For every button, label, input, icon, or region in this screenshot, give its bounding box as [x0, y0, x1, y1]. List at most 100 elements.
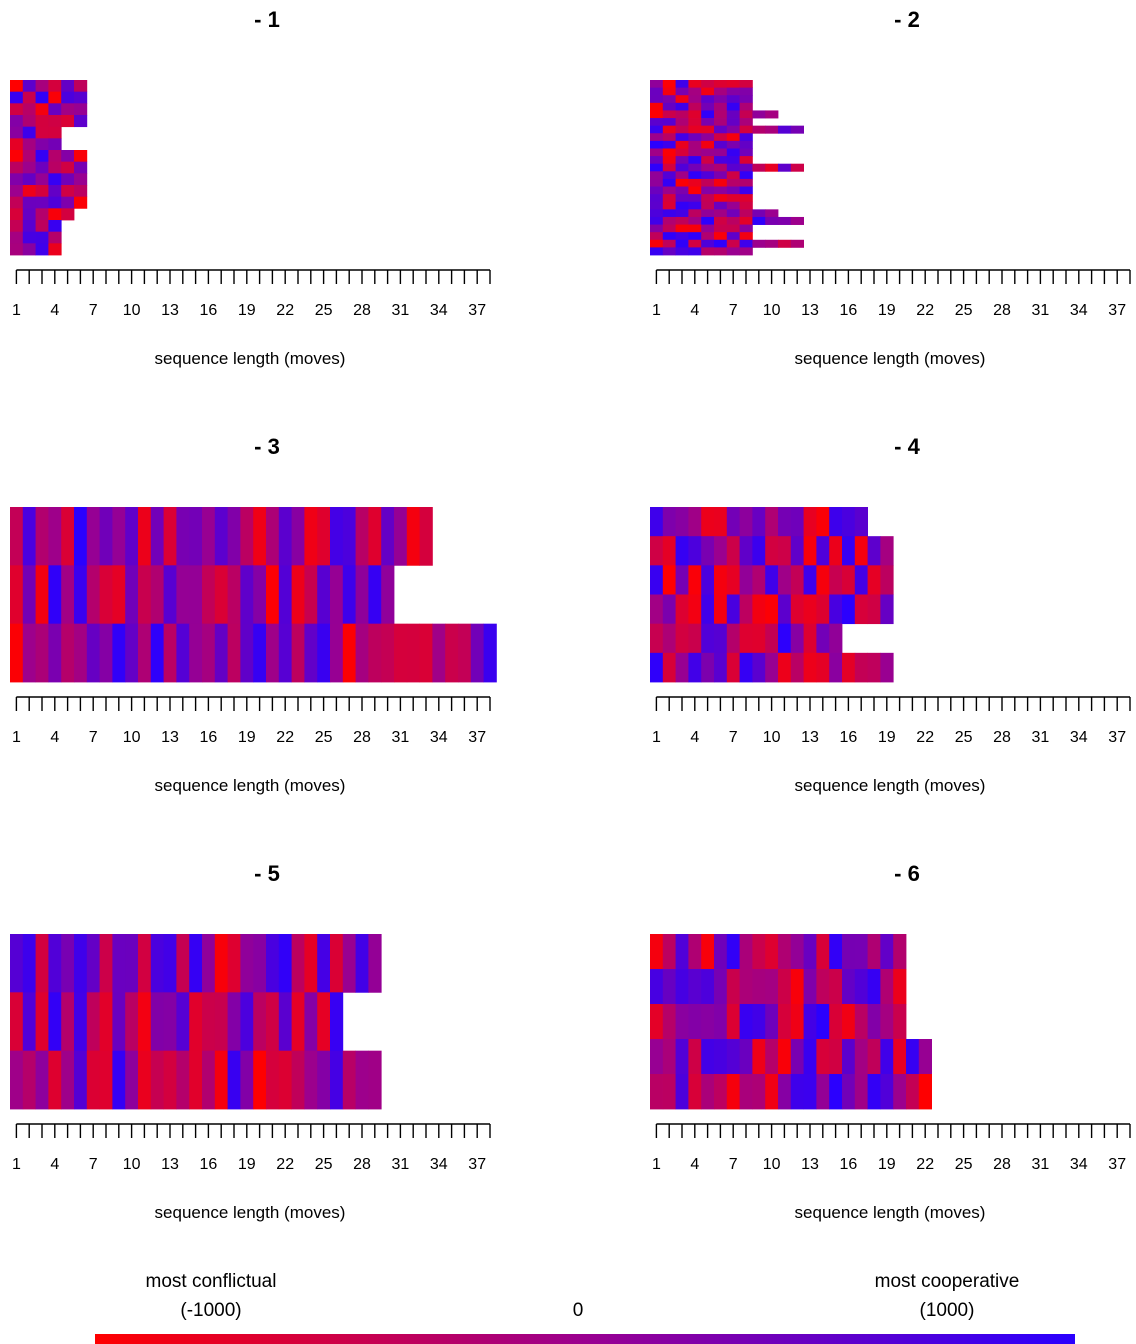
heatmap-cell: [688, 623, 702, 654]
heatmap-cell: [662, 186, 676, 195]
heatmap-cell: [662, 87, 676, 96]
heatmap-cell: [842, 652, 856, 683]
heatmap-cell: [35, 161, 49, 174]
x-tick-label: 22: [276, 1156, 294, 1173]
heatmap-cell: [739, 171, 753, 180]
heatmap-cell: [701, 87, 715, 96]
heatmap-cell: [650, 239, 664, 248]
heatmap-cell: [381, 507, 395, 566]
x-tick-label: 25: [955, 302, 973, 319]
heatmap-cell: [803, 652, 817, 683]
heatmap-cell: [10, 623, 24, 683]
heatmap-cell: [765, 969, 779, 1005]
x-tick-label: 1: [12, 729, 21, 746]
heatmap-cell: [880, 969, 894, 1005]
heatmap-cell: [240, 623, 254, 683]
heatmap-cell: [112, 992, 126, 1052]
heatmap-cell: [726, 1004, 740, 1040]
heatmap-cell: [650, 140, 664, 149]
heatmap-cell: [688, 178, 702, 187]
heatmap-cell: [214, 507, 228, 566]
heatmap-cell: [35, 103, 49, 116]
heatmap-cell: [10, 565, 24, 625]
heatmap-cell: [778, 216, 792, 225]
heatmap-cell: [778, 934, 792, 970]
heatmap-cell: [701, 178, 715, 187]
heatmap-cell: [35, 243, 49, 256]
heatmap-cell: [253, 565, 267, 625]
heatmap-cell: [688, 118, 702, 127]
heatmap-cell: [22, 103, 36, 116]
heatmap-cell: [701, 209, 715, 218]
heatmap-cell: [291, 623, 305, 683]
legend-right-label: most cooperative: [875, 1271, 1020, 1292]
heatmap-cell: [35, 138, 49, 151]
heatmap-cell: [701, 934, 715, 970]
heatmap-cell: [778, 652, 792, 683]
x-tick-label: 34: [430, 302, 448, 319]
heatmap-cell: [714, 125, 728, 134]
heatmap-cell: [74, 507, 88, 566]
heatmap-cell: [227, 507, 241, 566]
heatmap-cell: [35, 80, 49, 93]
heatmap-cell: [829, 1039, 843, 1075]
heatmap-cell: [662, 224, 676, 233]
heatmap-cell: [650, 110, 664, 119]
heatmap-cell: [650, 565, 664, 595]
heatmap-cell: [48, 507, 62, 566]
heatmap-cell: [739, 1004, 753, 1040]
heatmap-cell: [867, 1074, 881, 1110]
heatmap-cell: [35, 623, 49, 683]
heatmap-cell: [714, 186, 728, 195]
heatmap-cell: [752, 110, 766, 119]
heatmap-cell: [61, 196, 75, 209]
heatmap-cell: [214, 992, 228, 1052]
heatmap-cell: [650, 969, 664, 1005]
heatmap-cell: [675, 133, 689, 142]
heatmap-cell: [790, 1039, 804, 1075]
heatmap-cell: [662, 216, 676, 225]
heatmap-cell: [330, 992, 344, 1052]
heatmap-cell: [739, 140, 753, 149]
heatmap-cell: [355, 934, 369, 993]
heatmap-cell: [816, 1039, 830, 1075]
heatmap-cell: [74, 185, 88, 198]
x-tick-label: 28: [993, 1156, 1011, 1173]
heatmap-cell: [125, 507, 139, 566]
heatmap-cell: [138, 565, 152, 625]
heatmap-cell: [176, 992, 190, 1052]
heatmap-cell: [662, 163, 676, 172]
heatmap-cell: [10, 103, 24, 116]
heatmap-cell: [739, 125, 753, 134]
heatmap-cell: [688, 652, 702, 683]
heatmap-cell: [355, 565, 369, 625]
heatmap-cell: [61, 507, 75, 566]
x-tick-label: 16: [200, 302, 218, 319]
heatmap-cell: [86, 507, 100, 566]
x-tick-label: 34: [430, 1156, 448, 1173]
heatmap-cell: [739, 201, 753, 210]
heatmap-cell: [688, 247, 702, 256]
heatmap-cell: [726, 156, 740, 165]
x-tick-label: 16: [840, 1156, 858, 1173]
heatmap-cell: [726, 232, 740, 241]
heatmap-cell: [701, 156, 715, 165]
heatmap-cell: [867, 565, 881, 595]
heatmap-cell: [778, 536, 792, 566]
heatmap-cell: [765, 594, 779, 625]
heatmap-cell: [150, 565, 164, 625]
heatmap-cell: [22, 565, 36, 625]
x-tick-label: 22: [276, 729, 294, 746]
heatmap-cell: [368, 1050, 382, 1110]
heatmap-cell: [752, 1004, 766, 1040]
heatmap-cell: [675, 110, 689, 119]
heatmap-cell: [163, 934, 177, 993]
heatmap-cell: [790, 536, 804, 566]
heatmap-cell: [842, 507, 856, 537]
heatmap-cell: [765, 216, 779, 225]
heatmap-cell: [765, 239, 779, 248]
heatmap-cell: [22, 161, 36, 174]
heatmap-cell: [726, 934, 740, 970]
heatmap-cell: [726, 133, 740, 142]
x-tick-label: 10: [123, 1156, 141, 1173]
